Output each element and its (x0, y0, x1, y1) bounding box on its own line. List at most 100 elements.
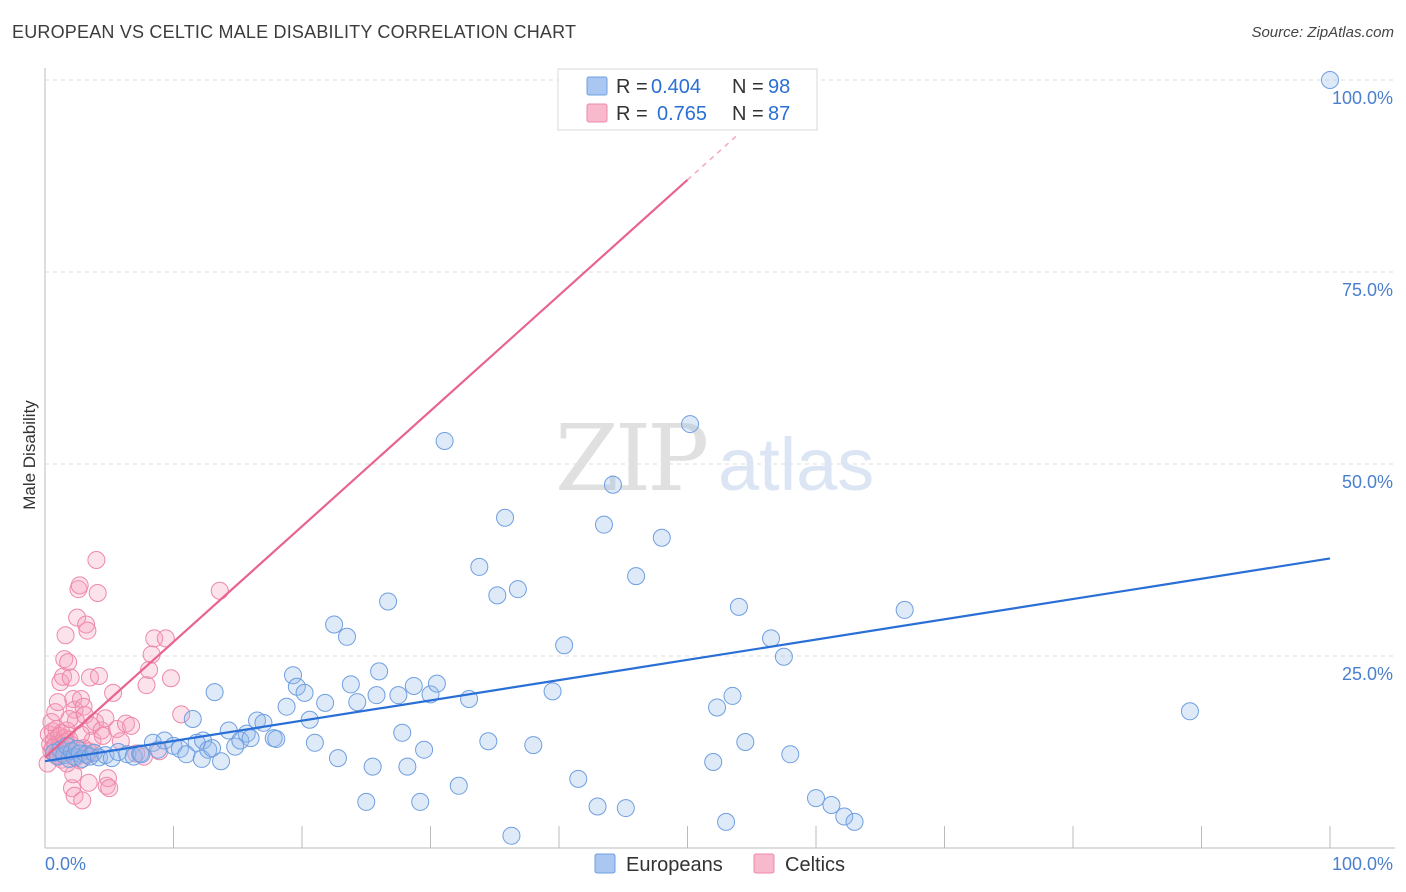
europeans-point (357, 792, 376, 811)
celtics-point (140, 660, 159, 679)
axes (44, 68, 1395, 849)
europeans-point (603, 475, 622, 494)
europeans-point (241, 729, 260, 748)
europeans-point (149, 740, 168, 759)
europeans-point (774, 647, 793, 666)
chart-title: EUROPEAN VS CELTIC MALE DISABILITY CORRE… (12, 22, 577, 42)
europeans-point (524, 736, 543, 755)
watermark: ZIP atlas (555, 405, 874, 512)
europeans-point (212, 752, 231, 771)
europeans-trend-line (44, 557, 1331, 763)
europeans-point (488, 586, 507, 605)
legend-celtics-r-value: 0.765 (657, 103, 707, 125)
celtics-trend-line (44, 179, 689, 759)
europeans-point (277, 697, 296, 716)
europeans-point (704, 752, 723, 771)
europeans-point (404, 676, 423, 695)
series-europeans-points (44, 71, 1339, 845)
y-tick-label: 25.0% (1342, 664, 1393, 684)
europeans-point (341, 675, 360, 694)
celtics-point (48, 693, 67, 712)
europeans-point (367, 686, 386, 705)
europeans-point (627, 567, 646, 586)
celtics-point (89, 666, 108, 685)
europeans-point (205, 683, 224, 702)
y-axis-label: Male Disability (20, 400, 39, 510)
celtics-point (104, 683, 123, 702)
celtics-point (80, 668, 99, 687)
legend-europeans-r-label: R = (616, 76, 648, 98)
europeans-point (267, 729, 286, 748)
europeans-point (569, 769, 588, 788)
europeans-point (594, 515, 613, 534)
europeans-point (348, 693, 367, 712)
celtics-point (87, 551, 106, 569)
celtics-point (61, 668, 80, 687)
celtics-point (53, 667, 72, 686)
celtics-point (98, 769, 117, 788)
celtics-point (78, 621, 97, 640)
celtics-point (172, 705, 191, 724)
europeans-point (588, 797, 607, 816)
celtics-point (60, 709, 79, 728)
celtics-point (100, 779, 119, 798)
series-celtics-points (38, 551, 229, 810)
celtics-point (96, 709, 115, 728)
europeans-point (131, 744, 150, 763)
europeans-point (708, 698, 727, 717)
europeans-point (470, 557, 489, 576)
y-tick-label: 50.0% (1342, 472, 1393, 492)
europeans-point (479, 732, 498, 751)
europeans-point (295, 683, 314, 702)
europeans-point (415, 740, 434, 759)
legend-bottom-celtics-label: Celtics (785, 854, 845, 876)
celtics-point (88, 584, 107, 603)
europeans-point (411, 792, 430, 811)
europeans-point (305, 733, 324, 752)
y-tick-label: 75.0% (1342, 280, 1393, 300)
celtics-point (42, 713, 61, 732)
celtics-trend-extension (686, 133, 740, 181)
europeans-point (822, 795, 841, 814)
europeans-point (183, 709, 202, 728)
europeans-point (729, 597, 748, 616)
celtics-point (79, 773, 98, 792)
europeans-point (398, 757, 417, 776)
legend-europeans-n-value: 98 (768, 76, 790, 98)
legend-top: R = 0.404 N = 98 R = 0.765 N = 87 (557, 68, 818, 131)
legend-europeans-swatch (586, 76, 608, 96)
legend-europeans-n-label: N = (732, 76, 764, 98)
legend-celtics-n-value: 87 (768, 103, 790, 125)
europeans-point (427, 674, 446, 693)
europeans-point (736, 733, 755, 752)
y-tick-labels: 25.0% 50.0% 75.0% 100.0% (1332, 88, 1393, 684)
legend-celtics-swatch (586, 103, 608, 123)
celtics-point (210, 581, 229, 600)
europeans-point (502, 826, 521, 845)
celtics-point (73, 791, 92, 810)
celtics-point (137, 676, 156, 695)
celtics-point (56, 626, 75, 645)
legend-europeans-r-value: 0.404 (651, 76, 701, 98)
legend-celtics-n-label: N = (732, 103, 764, 125)
europeans-point (328, 749, 347, 768)
europeans-point (435, 431, 454, 450)
watermark-atlas: atlas (718, 423, 874, 506)
europeans-point (616, 799, 635, 818)
legend-bottom: Europeans Celtics (594, 853, 845, 876)
europeans-point (717, 812, 736, 831)
celtics-point (59, 653, 78, 672)
europeans-point (652, 528, 671, 547)
x-tick-label: 0.0% (45, 854, 86, 874)
europeans-point (393, 723, 412, 742)
europeans-point (363, 757, 382, 776)
europeans-point (203, 739, 222, 758)
europeans-point (370, 662, 389, 681)
celtics-point (161, 669, 180, 688)
europeans-point (681, 415, 700, 434)
europeans-point (389, 686, 408, 705)
celtics-point (68, 608, 87, 627)
source-credit: Source: ZipAtlas.com (1251, 24, 1394, 41)
grid-lines (45, 79, 1395, 657)
